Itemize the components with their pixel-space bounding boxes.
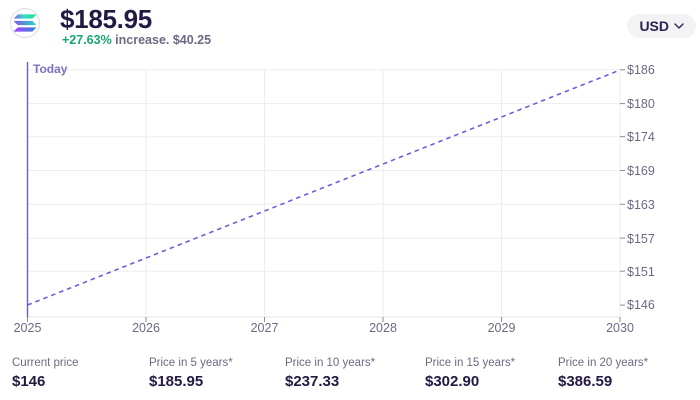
svg-text:2030: 2030 [606,321,634,335]
svg-text:2026: 2026 [132,321,160,335]
svg-text:$186: $186 [627,63,655,77]
svg-text:$174: $174 [627,130,655,144]
svg-text:$180: $180 [627,97,655,111]
svg-text:2025: 2025 [14,321,42,335]
svg-text:$151: $151 [627,265,655,279]
svg-text:$163: $163 [627,198,655,212]
svg-text:$146: $146 [627,298,655,312]
svg-text:2029: 2029 [488,321,516,335]
svg-text:$157: $157 [627,232,655,246]
svg-text:2027: 2027 [251,321,279,335]
svg-text:2028: 2028 [369,321,397,335]
svg-text:$169: $169 [627,164,655,178]
